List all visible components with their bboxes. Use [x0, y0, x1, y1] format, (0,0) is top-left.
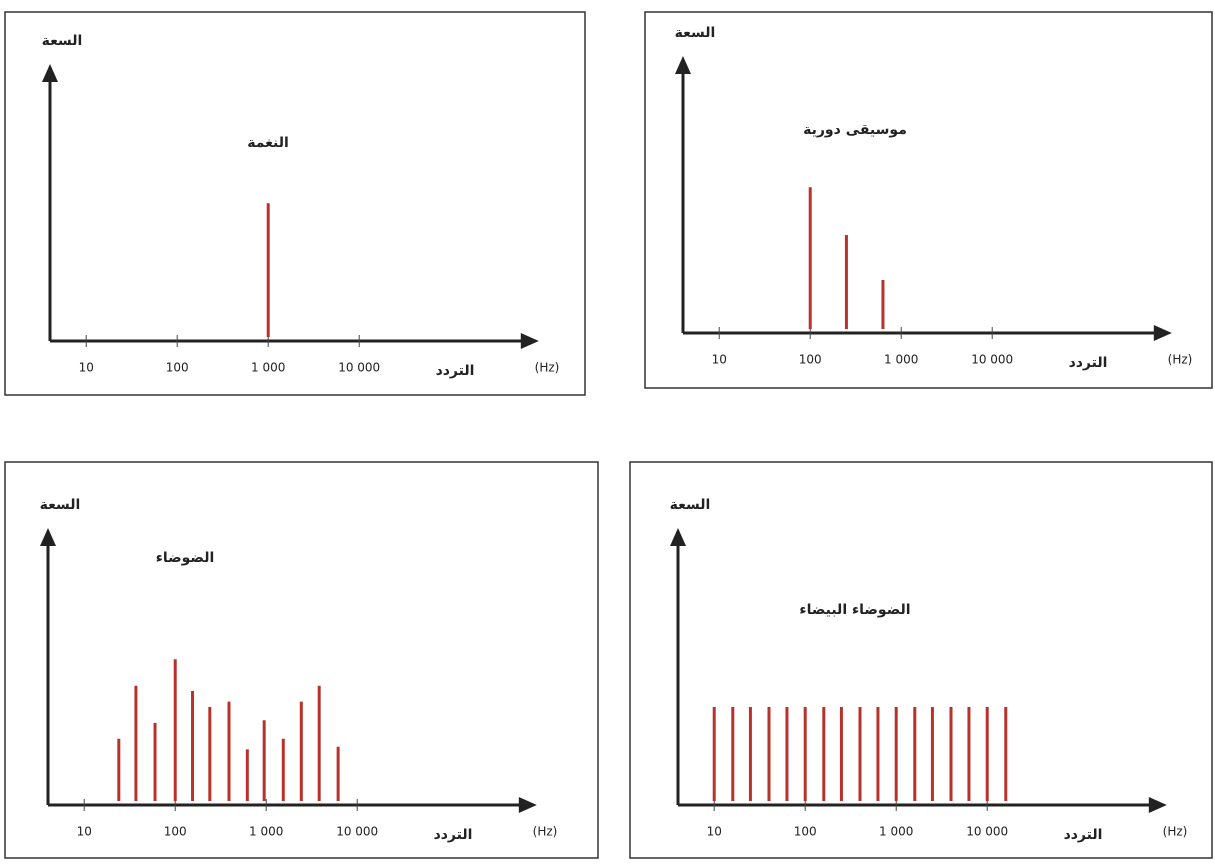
x-tick-label: 100: [794, 825, 817, 839]
x-arrow: [1153, 325, 1172, 341]
x-tick-label: 100: [799, 353, 822, 367]
x-tick-label: 1 000: [884, 353, 918, 367]
x-tick-label: 10: [77, 825, 92, 839]
x-axis-label: التردد: [1069, 355, 1108, 371]
annotation: الضوضاء البيضاء: [799, 602, 910, 618]
annotation: موسيقى دورية: [803, 122, 907, 138]
x-axis-label: التردد: [436, 363, 475, 379]
y-arrow: [675, 56, 691, 74]
x-tick-label: 10: [79, 361, 94, 375]
x-tick-label: 100: [166, 361, 189, 375]
x-arrow: [518, 797, 537, 813]
panel-frame: [644, 11, 1213, 389]
panel-frame: [4, 11, 586, 396]
y-arrow: [670, 528, 686, 546]
x-tick-label: 10 000: [336, 825, 378, 839]
x-unit: (Hz): [535, 361, 560, 375]
annotation: النغمة: [247, 135, 289, 151]
panel-frame: [629, 461, 1213, 859]
x-unit: (Hz): [1168, 353, 1193, 367]
y-axis-label: السعة: [40, 497, 81, 513]
x-tick-label: 10: [712, 353, 727, 367]
y-axis-label: السعة: [675, 25, 716, 41]
x-tick-label: 1 000: [249, 825, 283, 839]
y-arrow: [42, 64, 58, 82]
x-tick-label: 10: [707, 825, 722, 839]
x-tick-label: 10 000: [338, 361, 380, 375]
x-tick-label: 100: [164, 825, 187, 839]
x-unit: (Hz): [1163, 825, 1188, 839]
x-arrow: [520, 333, 539, 349]
annotation: الضوضاء: [156, 550, 215, 566]
x-tick-label: 1 000: [251, 361, 285, 375]
x-tick-label: 10 000: [966, 825, 1008, 839]
x-arrow: [1148, 797, 1167, 813]
y-axis-label: السعة: [42, 33, 83, 49]
x-axis-label: التردد: [1064, 827, 1103, 843]
x-tick-label: 1 000: [879, 825, 913, 839]
x-axis-label: التردد: [434, 827, 473, 843]
x-tick-label: 10 000: [971, 353, 1013, 367]
x-unit: (Hz): [533, 825, 558, 839]
y-axis-label: السعة: [670, 497, 711, 513]
y-arrow: [40, 528, 56, 546]
panel-frame: [4, 461, 599, 859]
